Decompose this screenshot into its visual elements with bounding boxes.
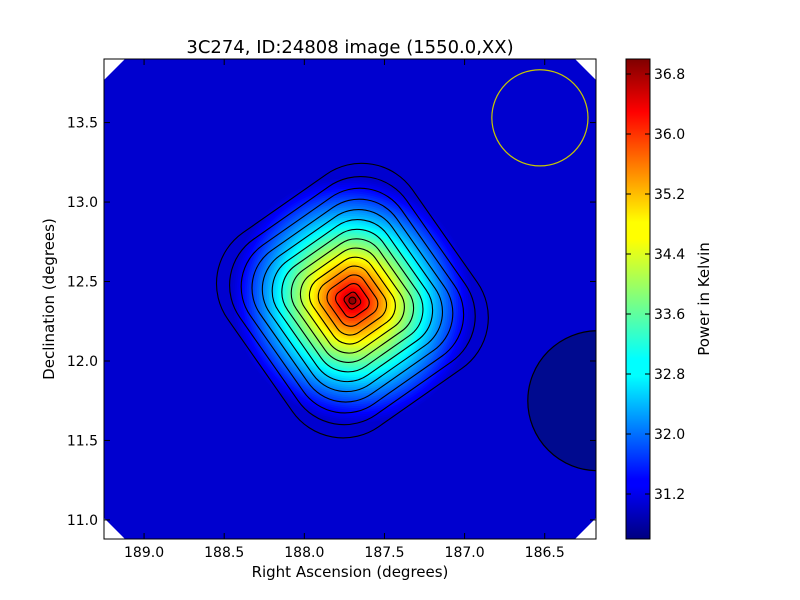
heatmap-peak <box>348 296 357 305</box>
y-tick-label: 12.5 <box>67 275 98 291</box>
y-axis: 11.0 11.5 12.0 12.5 13.0 13.5 <box>67 116 596 529</box>
contour-line <box>335 283 370 319</box>
contour-layer <box>215 162 596 472</box>
colorbar-tick-label: 34.4 <box>654 247 685 263</box>
source-marker <box>348 296 357 305</box>
heatmap <box>104 59 596 539</box>
plot-frame <box>103 58 597 540</box>
x-tick-label: 188.5 <box>204 545 244 561</box>
colorbar <box>625 58 651 540</box>
colorbar-ticks: 31.2 32.0 32.8 33.6 34.4 35.2 36.0 36.8 <box>626 67 685 503</box>
contour-line <box>229 175 476 426</box>
x-axis-label: Right Ascension (degrees) <box>252 563 449 581</box>
contour-line <box>215 162 489 439</box>
contour-line <box>308 256 396 345</box>
contour-line <box>343 291 362 310</box>
colorbar-tick-label: 33.6 <box>654 307 685 323</box>
colorbar-tick-label: 35.2 <box>654 187 685 203</box>
colorbar-tick-label: 31.2 <box>654 487 685 503</box>
x-tick-label: 187.0 <box>445 545 485 561</box>
contour-line <box>271 219 434 383</box>
secondary-contour <box>527 330 596 472</box>
y-tick-label: 13.0 <box>67 195 98 211</box>
chart-title: 3C274, ID:24808 image (1550.0,XX) <box>186 37 513 58</box>
y-tick-label: 13.5 <box>67 116 98 132</box>
contour-line <box>299 247 405 354</box>
y-tick-label: 11.0 <box>67 513 98 529</box>
contour-line <box>240 187 465 414</box>
x-tick-label: 189.0 <box>124 545 164 561</box>
contour-line <box>326 274 379 327</box>
colorbar-label: Power in Kelvin <box>695 242 713 356</box>
x-axis: 189.0 188.5 188.0 187.5 187.0 186.5 <box>124 59 565 561</box>
y-axis-label: Declination (degrees) <box>40 218 58 380</box>
x-tick-label: 186.5 <box>525 545 565 561</box>
y-tick-label: 12.0 <box>67 354 98 370</box>
y-tick-label: 11.5 <box>67 433 98 449</box>
colorbar-tick-label: 36.0 <box>654 127 685 143</box>
colorbar-tick-label: 32.8 <box>654 367 685 383</box>
x-tick-label: 188.0 <box>284 545 324 561</box>
beam-circle <box>491 69 589 167</box>
contour-line <box>251 198 454 403</box>
contour-line <box>261 209 444 393</box>
overlay-layer <box>491 69 589 167</box>
x-tick-label: 187.5 <box>364 545 404 561</box>
contour-line <box>290 238 415 363</box>
contour-line <box>317 265 388 336</box>
colorbar-tick-label: 32.0 <box>654 427 685 443</box>
colorbar-tick-label: 36.8 <box>654 67 685 83</box>
heatmap-layer <box>104 59 596 539</box>
contour-line <box>281 228 424 373</box>
